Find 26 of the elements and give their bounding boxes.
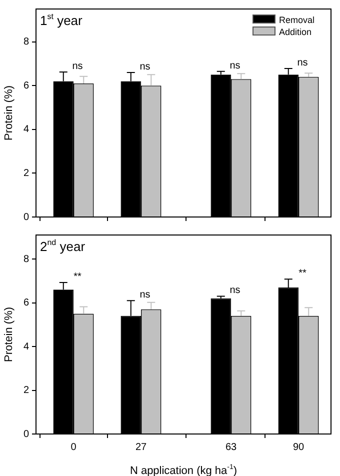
annotation: ns bbox=[140, 290, 150, 301]
y-tick-label: 4 bbox=[23, 341, 30, 352]
annotation: ns bbox=[230, 285, 240, 296]
y-tick-label: 2 bbox=[23, 168, 30, 179]
y-tick-label: 4 bbox=[23, 124, 30, 136]
annotation: ** bbox=[74, 271, 82, 282]
x-tick-label: 0 bbox=[70, 442, 77, 453]
y-tick-label: 8 bbox=[23, 36, 30, 48]
y-tick-label: 8 bbox=[23, 254, 30, 265]
y-tick-label: 0 bbox=[23, 428, 30, 440]
x-tick-label: 90 bbox=[292, 442, 304, 453]
y-tick-label: 0 bbox=[23, 212, 30, 223]
annotation: ** bbox=[298, 268, 306, 280]
y-tick-label: 6 bbox=[23, 80, 30, 92]
y-axis-title: Protein (%) bbox=[3, 85, 15, 141]
y-axis-title: Protein (%) bbox=[3, 306, 15, 362]
legend-label: Removal bbox=[279, 15, 315, 25]
x-tick-label: 63 bbox=[225, 442, 237, 453]
annotation: ns bbox=[140, 61, 150, 72]
annotation: ns bbox=[297, 58, 308, 69]
annotation: ns bbox=[230, 60, 240, 72]
legend-label: Addition bbox=[279, 27, 312, 37]
x-tick-label: 27 bbox=[135, 442, 147, 453]
annotation: ns bbox=[72, 61, 83, 72]
y-tick-label: 6 bbox=[23, 298, 30, 309]
y-tick-label: 2 bbox=[23, 385, 30, 396]
